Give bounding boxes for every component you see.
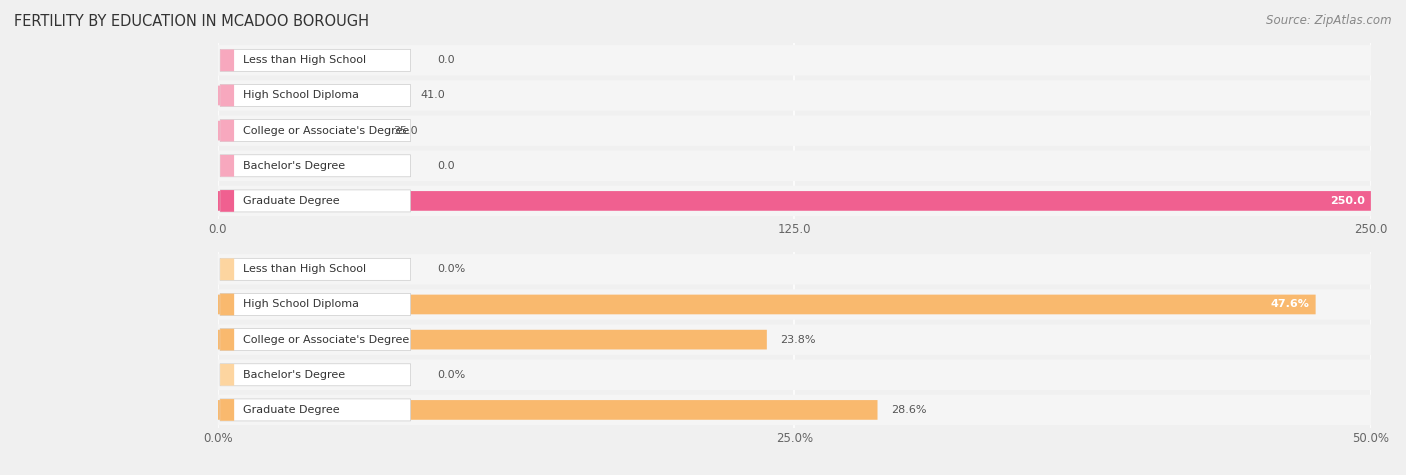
Text: Bachelor's Degree: Bachelor's Degree [243, 370, 346, 380]
Text: 47.6%: 47.6% [1271, 299, 1310, 310]
FancyBboxPatch shape [218, 360, 1371, 390]
Text: 0.0%: 0.0% [437, 370, 465, 380]
FancyBboxPatch shape [221, 120, 233, 142]
Text: Bachelor's Degree: Bachelor's Degree [243, 161, 346, 171]
FancyBboxPatch shape [221, 155, 411, 177]
FancyBboxPatch shape [221, 294, 411, 315]
Text: High School Diploma: High School Diploma [243, 90, 360, 101]
Text: Graduate Degree: Graduate Degree [243, 405, 340, 415]
Text: Less than High School: Less than High School [243, 55, 367, 66]
Text: 23.8%: 23.8% [780, 334, 815, 345]
Text: 0.0: 0.0 [437, 55, 454, 66]
FancyBboxPatch shape [218, 400, 877, 420]
FancyBboxPatch shape [218, 254, 1371, 285]
FancyBboxPatch shape [218, 191, 1371, 211]
FancyBboxPatch shape [221, 190, 233, 212]
FancyBboxPatch shape [221, 399, 411, 421]
FancyBboxPatch shape [218, 80, 1371, 111]
FancyBboxPatch shape [221, 364, 235, 386]
Text: 35.0: 35.0 [394, 125, 418, 136]
FancyBboxPatch shape [221, 190, 411, 212]
FancyBboxPatch shape [221, 85, 411, 106]
Text: FERTILITY BY EDUCATION IN MCADOO BOROUGH: FERTILITY BY EDUCATION IN MCADOO BOROUGH [14, 14, 368, 29]
FancyBboxPatch shape [221, 329, 235, 351]
FancyBboxPatch shape [218, 324, 1371, 355]
FancyBboxPatch shape [218, 121, 380, 141]
Text: 0.0%: 0.0% [437, 264, 465, 275]
FancyBboxPatch shape [218, 115, 1371, 146]
FancyBboxPatch shape [218, 330, 766, 350]
Text: Source: ZipAtlas.com: Source: ZipAtlas.com [1267, 14, 1392, 27]
Text: High School Diploma: High School Diploma [243, 299, 360, 310]
Text: College or Associate's Degree: College or Associate's Degree [243, 125, 409, 136]
FancyBboxPatch shape [221, 399, 235, 421]
FancyBboxPatch shape [218, 86, 406, 105]
FancyBboxPatch shape [221, 120, 411, 142]
Text: College or Associate's Degree: College or Associate's Degree [243, 334, 409, 345]
FancyBboxPatch shape [221, 85, 233, 106]
FancyBboxPatch shape [218, 294, 1316, 314]
FancyBboxPatch shape [218, 45, 1371, 76]
FancyBboxPatch shape [221, 258, 235, 280]
Text: 28.6%: 28.6% [891, 405, 927, 415]
FancyBboxPatch shape [218, 186, 1371, 216]
FancyBboxPatch shape [221, 49, 233, 71]
FancyBboxPatch shape [221, 155, 233, 177]
FancyBboxPatch shape [221, 258, 411, 280]
FancyBboxPatch shape [221, 364, 411, 386]
FancyBboxPatch shape [218, 289, 1371, 320]
FancyBboxPatch shape [221, 49, 411, 71]
Text: 41.0: 41.0 [420, 90, 446, 101]
Text: 250.0: 250.0 [1330, 196, 1365, 206]
Text: Less than High School: Less than High School [243, 264, 367, 275]
FancyBboxPatch shape [218, 151, 1371, 181]
FancyBboxPatch shape [221, 329, 411, 351]
FancyBboxPatch shape [218, 395, 1371, 425]
Text: 0.0: 0.0 [437, 161, 454, 171]
FancyBboxPatch shape [221, 294, 235, 315]
Text: Graduate Degree: Graduate Degree [243, 196, 340, 206]
